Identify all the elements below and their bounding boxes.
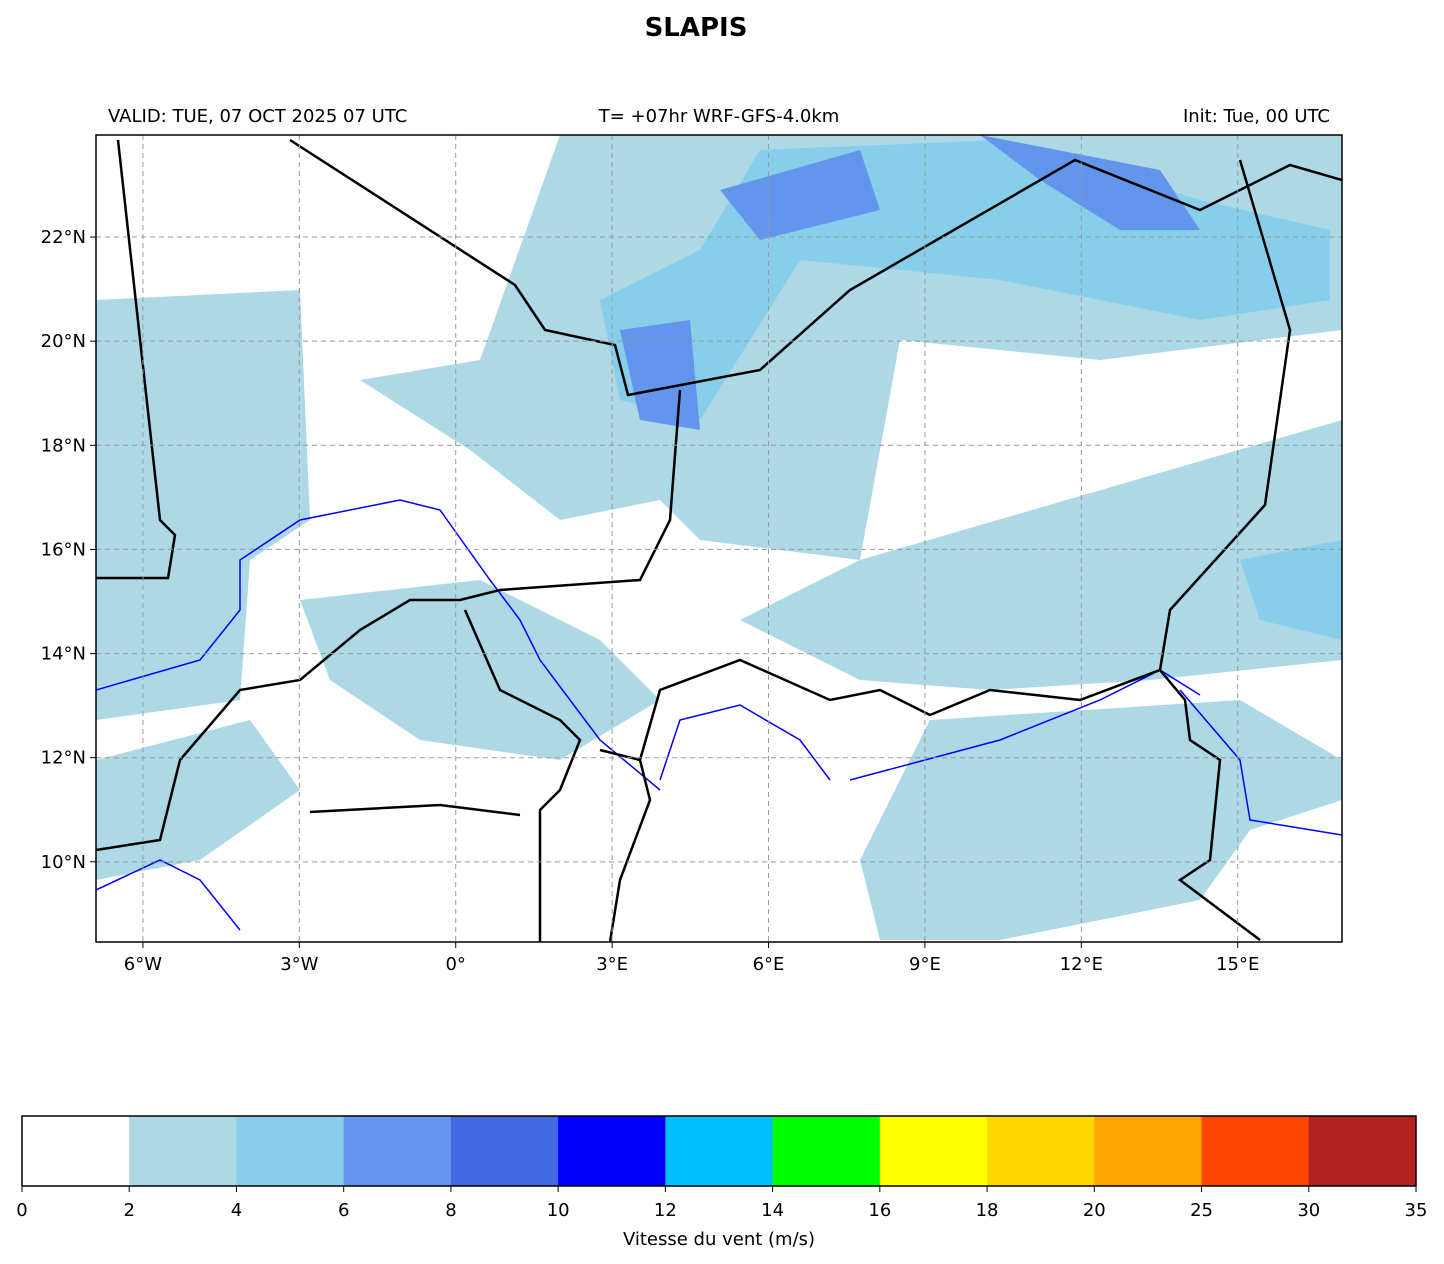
border: [599, 748, 652, 942]
rivers: [96, 499, 1342, 931]
river: [849, 669, 1201, 781]
color-bin: [129, 1116, 237, 1186]
shade: [96, 720, 300, 880]
colorbar-tick-label: 14: [761, 1200, 784, 1221]
colorbar-tick-label: 4: [231, 1200, 242, 1221]
colorbar-tick-label: 8: [445, 1200, 456, 1221]
borders: [96, 138, 1342, 942]
shade: [980, 135, 1200, 230]
color-bin: [879, 1116, 988, 1186]
graticule: [96, 135, 1342, 942]
run-info: T= +07hr WRF-GFS-4.0km: [598, 106, 840, 127]
title: SLAPIS: [645, 13, 748, 43]
colorbar-tick-label: 35: [1405, 1200, 1428, 1221]
border: [1158, 159, 1292, 941]
color-bin: [1094, 1116, 1203, 1186]
color-bin: [987, 1116, 1095, 1186]
colorbar-tick-label: 12: [654, 1200, 677, 1221]
border: [309, 803, 521, 817]
color-bin: [236, 1116, 345, 1186]
river: [1179, 689, 1342, 836]
border: [96, 389, 682, 852]
color-bin: [450, 1116, 559, 1186]
x-tick-label: 9°E: [909, 954, 941, 975]
shade: [300, 580, 660, 760]
map-axes: 6°W 3°W 0° 3°E 6°E 9°E 12°E 15°E 10°N 12°N 14°N 16°…: [41, 227, 1260, 975]
shade: [720, 150, 880, 240]
map-area: [96, 135, 1342, 942]
colorbar-frame: [21, 1115, 1417, 1187]
x-tick-label: 15°E: [1216, 954, 1259, 975]
color-bin: [558, 1116, 666, 1186]
color-bin: [772, 1116, 881, 1186]
border: [96, 139, 177, 580]
river: [659, 704, 831, 781]
shade: [96, 290, 310, 720]
x-tick-label: 0°: [445, 954, 465, 975]
colorbar-label: Vitesse du vent (m/s): [623, 1229, 815, 1250]
border: [638, 658, 1161, 761]
border: [289, 138, 1342, 397]
y-tick-label: 12°N: [41, 748, 86, 769]
shade: [740, 420, 1342, 690]
colorbar-tick-label: 2: [124, 1200, 135, 1221]
river: [96, 499, 661, 791]
y-tick-label: 10°N: [41, 852, 86, 873]
colorbar-tick-label: 6: [338, 1200, 349, 1221]
colorbar-tick-label: 0: [16, 1200, 27, 1221]
valid-time: VALID: TUE, 07 OCT 2025 07 UTC: [108, 106, 407, 127]
colorbar-tick-label: 25: [1190, 1200, 1213, 1221]
x-tick-label: 3°E: [596, 954, 628, 975]
y-tick-label: 22°N: [41, 227, 86, 248]
x-tick-label: 3°W: [280, 954, 318, 975]
map-frame: [95, 134, 1343, 943]
x-tick-label: 6°W: [124, 954, 162, 975]
color-bin: [1201, 1116, 1310, 1186]
colorbar-tick-label: 16: [868, 1200, 891, 1221]
colorbar-tick-label: 30: [1297, 1200, 1320, 1221]
river: [96, 859, 241, 931]
border: [463, 609, 582, 942]
colorbar-tick-label: 20: [1083, 1200, 1106, 1221]
y-tick-label: 16°N: [41, 539, 86, 560]
colorbar: 0 2 4 6 8 10 12 14 16 18 20 25 30 35: [16, 1115, 1428, 1221]
shade: [860, 700, 1342, 940]
color-bin: [343, 1116, 452, 1186]
colorbar-tick-label: 18: [976, 1200, 999, 1221]
color-bin: [22, 1116, 130, 1186]
color-bin: [665, 1116, 774, 1186]
colorbar-tick-label: 10: [547, 1200, 570, 1221]
color-bin: [1308, 1116, 1417, 1186]
shade: [1240, 540, 1342, 640]
x-tick-label: 12°E: [1060, 954, 1103, 975]
init-time: Init: Tue, 00 UTC: [1183, 106, 1330, 127]
y-tick-label: 18°N: [41, 435, 86, 456]
y-tick-label: 14°N: [41, 644, 86, 665]
x-tick-label: 6°E: [753, 954, 785, 975]
y-tick-label: 20°N: [41, 331, 86, 352]
